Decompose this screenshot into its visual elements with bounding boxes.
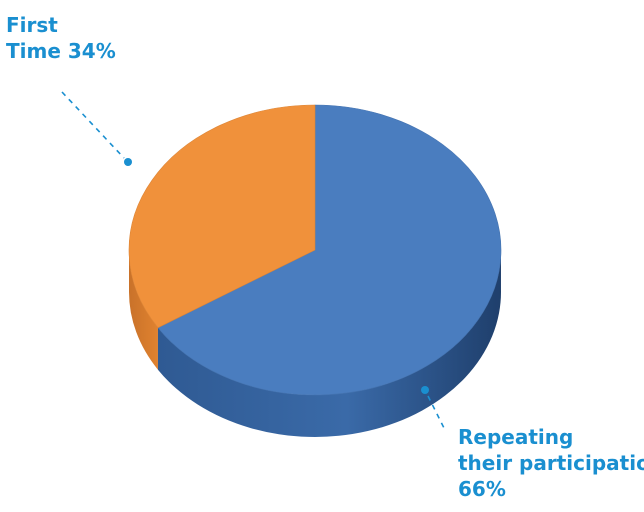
slice-label-line: Repeating (458, 425, 574, 449)
pie-slice-side-first-time (129, 249, 158, 370)
leader-line-first-time (61, 91, 125, 159)
leader-dot-first-time (124, 158, 132, 166)
leader-dot-repeating (421, 386, 429, 394)
slice-label-line: 66% (458, 477, 506, 501)
slice-label-repeating: Repeating their participation 66% (458, 424, 644, 502)
pie-slice-first-time (128, 104, 316, 329)
slice-label-line: First (6, 13, 58, 37)
slice-label-line: Time 34% (6, 39, 116, 63)
pie-slice-repeating (157, 104, 502, 396)
slice-label-line: their participation (458, 451, 644, 475)
slice-label-first-time: First Time 34% (6, 12, 116, 64)
pie-slice-side-repeating (157, 247, 501, 437)
